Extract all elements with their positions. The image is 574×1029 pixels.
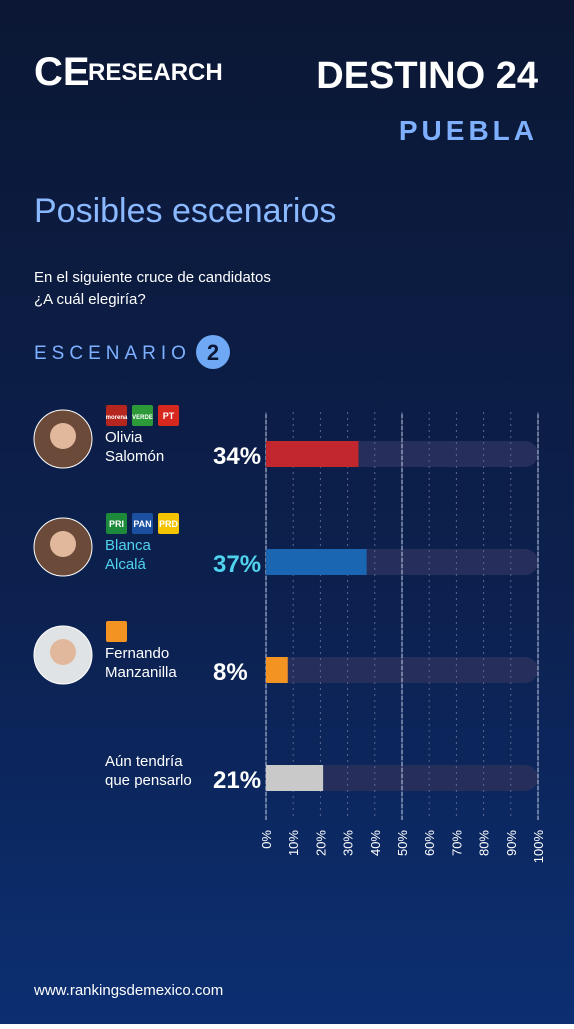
party-name: PT bbox=[163, 411, 175, 421]
chart-title: Posibles escenarios bbox=[34, 192, 336, 230]
photo-face bbox=[50, 531, 76, 557]
category-label: Aún tendría que pensarlo bbox=[105, 753, 192, 789]
subtitle: En el siguiente cruce de candidatos bbox=[34, 269, 271, 286]
x-tick-label: 20% bbox=[313, 830, 328, 856]
value-label: 37% bbox=[213, 551, 261, 578]
category-label: Olivia Salomón bbox=[105, 429, 165, 465]
category-label: Blanca Alcalá bbox=[105, 537, 151, 573]
party-name: morena bbox=[106, 415, 128, 421]
party-logo bbox=[106, 513, 127, 534]
x-tick-label: 80% bbox=[477, 830, 492, 856]
scenario-label: ESCENARIO bbox=[34, 343, 191, 364]
photo-face bbox=[50, 639, 76, 665]
x-tick-label: 10% bbox=[286, 830, 301, 856]
bar bbox=[266, 549, 367, 575]
x-tick-label: 0% bbox=[259, 830, 274, 849]
value-label: 8% bbox=[213, 659, 248, 686]
party-name: PAN bbox=[133, 519, 151, 529]
party-logo bbox=[158, 513, 179, 534]
party-logo bbox=[106, 621, 127, 642]
party-name: PRD bbox=[159, 519, 179, 529]
photo-face bbox=[50, 423, 76, 449]
scenario-badge bbox=[196, 335, 230, 369]
category-label: Blanca Alcalá bbox=[105, 537, 151, 573]
scenario-number: 2 bbox=[207, 340, 219, 365]
x-tick-label: 100% bbox=[531, 830, 546, 864]
value-label: 21% bbox=[213, 767, 261, 794]
x-tick-label: 40% bbox=[368, 830, 383, 856]
x-tick-label: 60% bbox=[422, 830, 437, 856]
party-name: PRI bbox=[109, 519, 124, 529]
bar bbox=[266, 765, 324, 791]
category-label: Fernando Manzanilla bbox=[105, 645, 177, 681]
x-tick-label: 50% bbox=[395, 830, 410, 856]
bar bbox=[266, 657, 288, 683]
x-tick-label: 30% bbox=[341, 830, 356, 856]
logo-research: RESEARCH bbox=[88, 59, 223, 86]
party-logo bbox=[106, 405, 127, 426]
logo-ce: CE bbox=[34, 50, 90, 94]
x-tick-label: 90% bbox=[504, 830, 519, 856]
category-label: Olivia Salomón bbox=[105, 429, 165, 465]
footer: www.rankingsdemexico.com bbox=[33, 982, 223, 999]
party-logo bbox=[132, 513, 153, 534]
value-label: 34% bbox=[213, 443, 261, 470]
party-logo bbox=[132, 405, 153, 426]
category-label: Fernando Manzanilla bbox=[105, 645, 177, 681]
subtitle: ¿A cuál elegiría? bbox=[34, 291, 146, 308]
party-logo bbox=[158, 405, 179, 426]
region: PUEBLA bbox=[399, 115, 538, 146]
logo-destino: DESTINO 24 bbox=[316, 55, 538, 97]
bar bbox=[266, 441, 359, 467]
party-name: VERDE bbox=[132, 415, 153, 421]
category-label: Aún tendría que pensarlo bbox=[105, 753, 192, 789]
x-tick-label: 70% bbox=[449, 830, 464, 856]
